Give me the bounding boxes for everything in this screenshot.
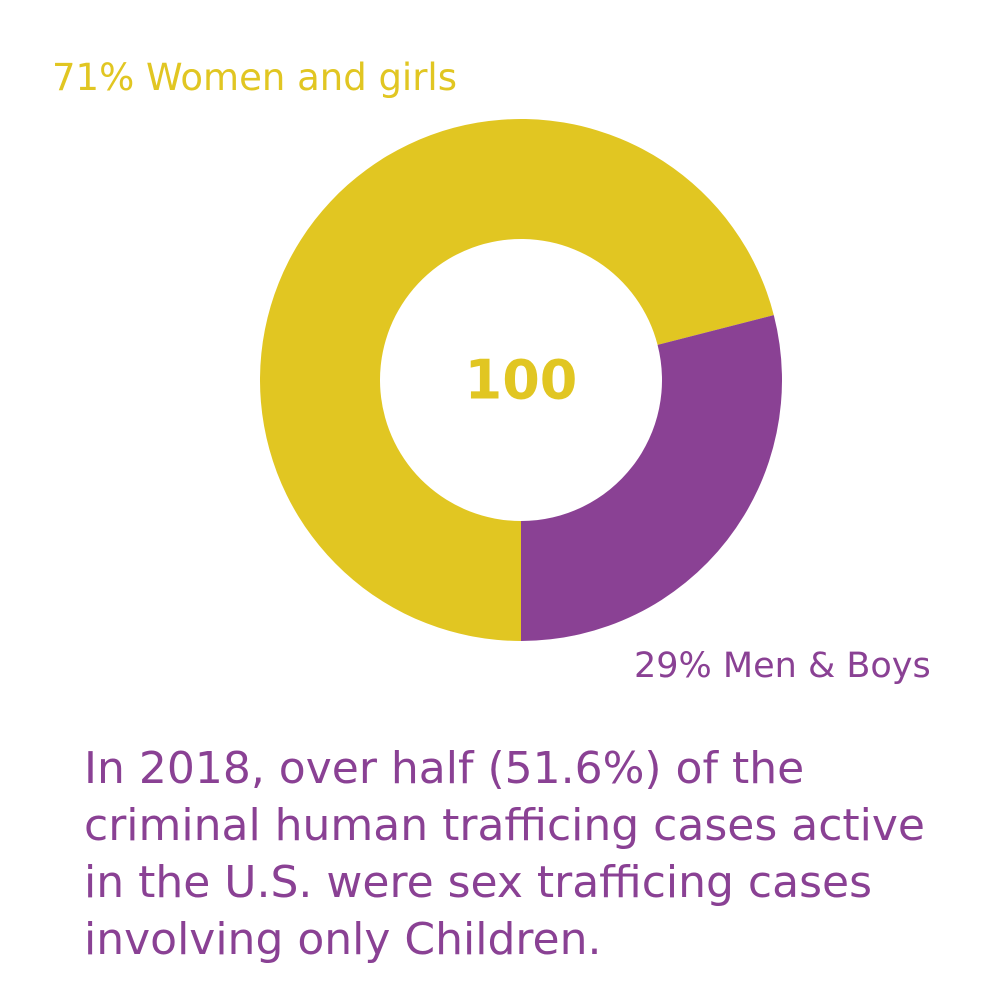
donut-slice-men-and-boys: [521, 315, 782, 641]
donut-center-total: 100: [465, 349, 578, 412]
women-and-girls-label: 71% Women and girls: [52, 56, 457, 99]
donut-slices: [260, 118, 782, 642]
caption-text: In 2018, over half (51.6%) of the crimin…: [84, 743, 925, 965]
men-and-boys-label: 29% Men & Boys: [634, 646, 931, 686]
donut-slice-women-and-girls: [260, 118, 774, 642]
